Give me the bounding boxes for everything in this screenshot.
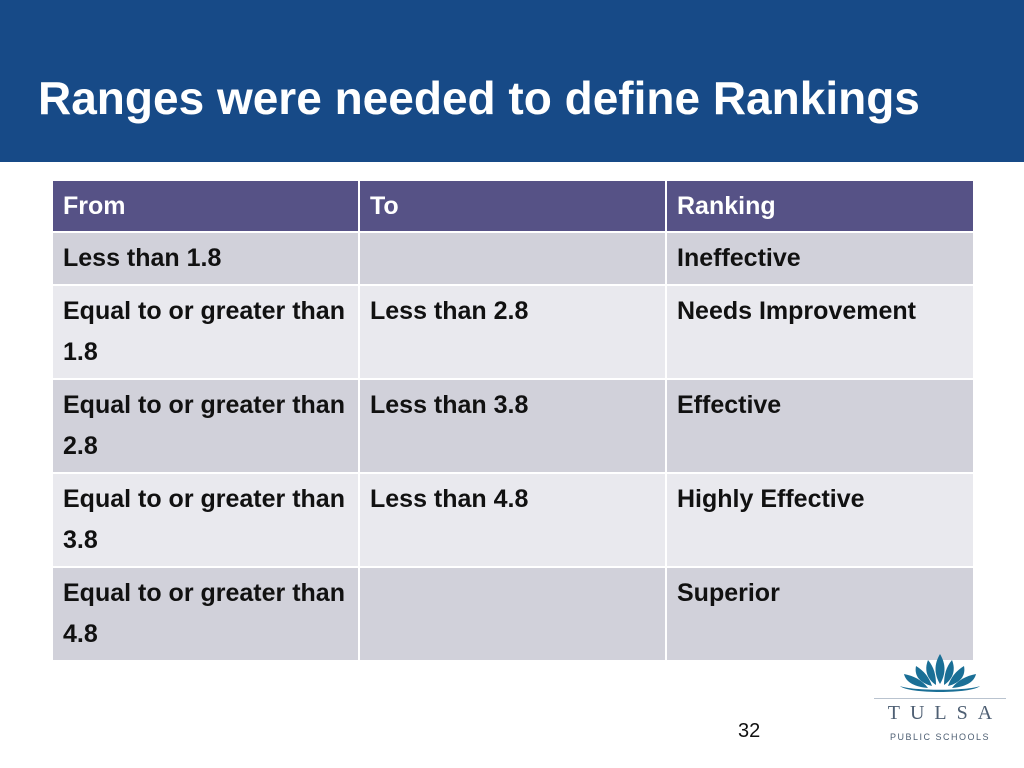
tulsa-public-schools-logo: TULSA PUBLIC SCHOOLS — [870, 652, 1010, 752]
cell-ranking: Superior — [665, 566, 975, 662]
logo-name: TULSA — [887, 702, 1003, 724]
cell-from: Less than 1.8 — [51, 231, 360, 286]
column-header-to: To — [358, 179, 667, 233]
logo-subtitle: PUBLIC SCHOOLS — [889, 732, 991, 742]
logo-divider — [874, 698, 1006, 699]
table-row: Equal to or greater than 2.8 Less than 3… — [51, 378, 975, 474]
table-row: Equal to or greater than 1.8 Less than 2… — [51, 284, 975, 380]
column-header-ranking: Ranking — [665, 179, 975, 233]
lotus-icon — [900, 654, 980, 692]
cell-to — [358, 231, 667, 286]
table-row: Equal to or greater than 3.8 Less than 4… — [51, 472, 975, 568]
table-header-row: From To Ranking — [51, 179, 975, 233]
cell-from: Equal to or greater than 3.8 — [51, 472, 360, 568]
slide-title: Ranges were needed to define Rankings — [38, 72, 920, 124]
title-bar: Ranges were needed to define Rankings — [0, 0, 1024, 162]
column-header-from: From — [51, 179, 360, 233]
rankings-table: From To Ranking Less than 1.8 Ineffectiv… — [51, 179, 975, 662]
cell-from: Equal to or greater than 2.8 — [51, 378, 360, 474]
cell-ranking: Highly Effective — [665, 472, 975, 568]
cell-to: Less than 3.8 — [358, 378, 667, 474]
cell-ranking: Effective — [665, 378, 975, 474]
table-row: Less than 1.8 Ineffective — [51, 231, 975, 286]
cell-ranking: Ineffective — [665, 231, 975, 286]
cell-ranking: Needs Improvement — [665, 284, 975, 380]
table-row: Equal to or greater than 4.8 Superior — [51, 566, 975, 662]
page-number: 32 — [738, 720, 761, 742]
cell-from: Equal to or greater than 1.8 — [51, 284, 360, 380]
cell-to: Less than 4.8 — [358, 472, 667, 568]
cell-to — [358, 566, 667, 662]
cell-to: Less than 2.8 — [358, 284, 667, 380]
cell-from: Equal to or greater than 4.8 — [51, 566, 360, 662]
